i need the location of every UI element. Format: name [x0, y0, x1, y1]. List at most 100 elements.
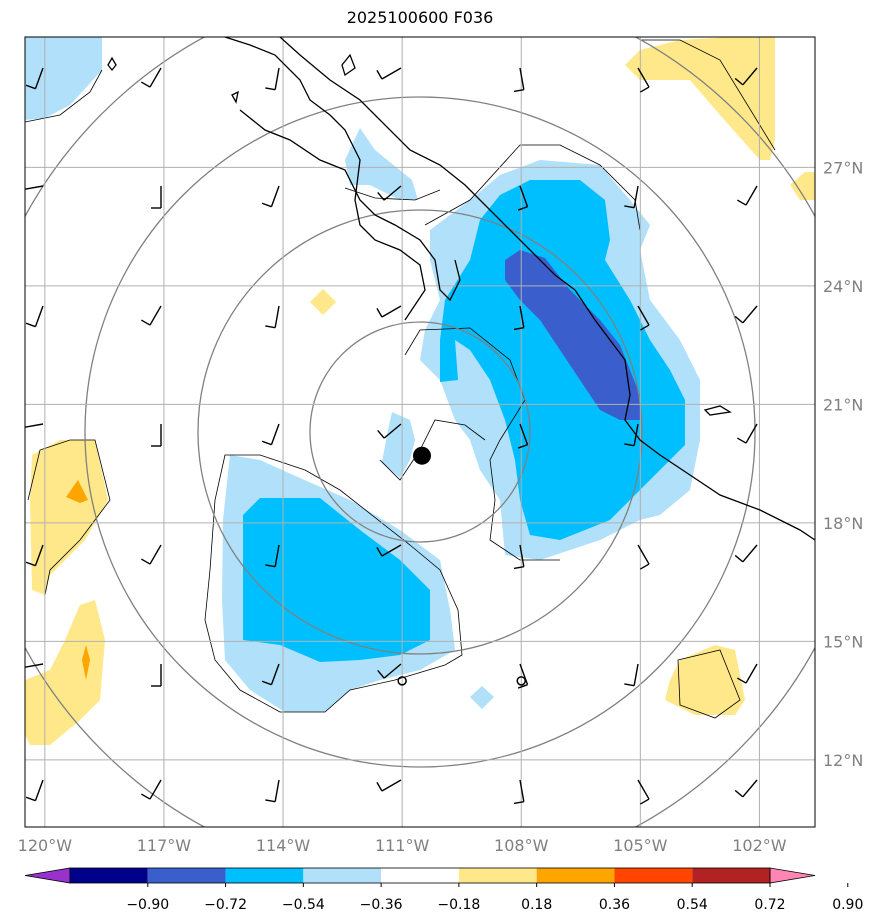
contour-mid-blue-east [440, 180, 685, 540]
wind-barb [376, 544, 402, 557]
wind-barb [734, 544, 758, 563]
colorbar-tick-label: −0.54 [282, 897, 325, 913]
wind-barb [140, 544, 162, 565]
lon-tick-label: 105°W [613, 836, 668, 855]
filled-contours [25, 37, 815, 745]
colorbar-segment [381, 868, 459, 883]
gridlines [25, 37, 815, 827]
wind-barb [376, 305, 402, 318]
colorbar-segment [614, 868, 693, 883]
wind-barb [140, 779, 162, 800]
longitude-labels: 120°W 117°W 114°W 111°W 108°W 105°W 102°W [18, 836, 787, 855]
coastline-nw-isle [107, 56, 117, 72]
wind-barb [265, 779, 280, 803]
wind-barb [25, 185, 44, 190]
colorbar-segment [70, 868, 148, 883]
wind-barb [513, 67, 525, 93]
wind-barb [25, 305, 44, 328]
colorbar-tick-label: −0.36 [360, 897, 403, 913]
colorbar-tick-label: 0.18 [521, 897, 552, 913]
wind-barb [517, 185, 529, 211]
lat-tick-label: 21°N [823, 395, 863, 414]
wind-barb [25, 67, 44, 90]
contour-light-blue-center [382, 412, 415, 478]
wind-barb [513, 544, 525, 570]
contour-mid-blue-sw [243, 498, 430, 662]
coastline-baja-west [224, 37, 426, 321]
contour-light-blue-small [470, 686, 494, 709]
coastline [107, 37, 815, 541]
wind-barb [140, 305, 162, 326]
wind-barbs [25, 67, 758, 805]
wind-barb [517, 423, 529, 449]
wind-barb [637, 67, 650, 93]
lat-tick-label: 24°N [823, 277, 863, 296]
wind-barb [736, 423, 758, 444]
markers [397, 446, 526, 686]
contour-yellow-se [665, 645, 745, 715]
wind-barb [265, 305, 280, 329]
lon-tick-label: 102°W [732, 836, 787, 855]
colorbar-extend-low [24, 867, 71, 884]
wind-barb [265, 544, 280, 568]
station-marker [516, 676, 526, 686]
lat-tick-label: 27°N [823, 158, 863, 177]
lat-tick-label: 15°N [823, 632, 863, 651]
latitude-labels: 27°N 24°N 21°N 18°N 15°N 12°N [823, 158, 863, 770]
wind-barb [637, 779, 650, 805]
colorbar-segment [692, 868, 770, 883]
colorbar-tick-label: −0.72 [204, 897, 247, 913]
wind-barb [377, 423, 402, 439]
contour-dark-blue [505, 250, 640, 420]
wind-barb [517, 663, 529, 689]
colorbar-tick-label: −0.90 [126, 897, 169, 913]
wind-barb [637, 544, 650, 570]
wind-barb [377, 663, 402, 679]
coastline-isle-1 [341, 53, 356, 77]
station-marker [397, 676, 407, 686]
wind-barb [261, 185, 280, 208]
lon-tick-label: 114°W [256, 836, 311, 855]
wind-barb [25, 544, 44, 567]
coastline-isle-2 [231, 90, 239, 104]
wind-barb [151, 664, 162, 687]
wind-barb [376, 67, 402, 80]
coastline-baja-east [239, 109, 461, 302]
wind-barb [734, 67, 758, 86]
colorbar-tick-label: 0.54 [677, 897, 708, 913]
map-frame [24, 36, 816, 828]
contour-yellow-sw [25, 600, 105, 745]
colorbar-segment [303, 868, 382, 883]
lat-tick-label: 12°N [823, 751, 863, 770]
contour-yellow-ne [625, 37, 775, 160]
colorbar-segment [147, 868, 226, 883]
wind-barb [624, 663, 639, 687]
coastline-mainland [279, 37, 815, 541]
contour-orange-w [66, 480, 88, 503]
colorbar-tick-label: 0.36 [599, 897, 630, 913]
wind-barb [513, 779, 525, 805]
wind-barb [734, 305, 758, 324]
wind-barb [25, 779, 44, 802]
wind-barb [736, 663, 758, 684]
chart-title: 2025100600 F036 [346, 8, 494, 27]
wind-barb [140, 67, 162, 88]
lon-tick-label: 117°W [137, 836, 192, 855]
wind-barb [736, 185, 758, 206]
colorbar-tick-label: 0.72 [754, 897, 785, 913]
wind-barb [261, 423, 280, 446]
storm-center-marker [412, 446, 431, 465]
wind-barb [513, 305, 525, 331]
colorbar-segment [536, 868, 615, 883]
colorbar-segment [458, 868, 537, 883]
lat-tick-label: 18°N [823, 514, 863, 533]
wind-barb [624, 185, 639, 209]
coastline-isle-3 [703, 405, 732, 416]
wind-barb [376, 779, 402, 792]
wind-barb [151, 424, 162, 447]
colorbar-extend-high [769, 867, 816, 884]
lon-tick-label: 120°W [18, 836, 73, 855]
contour-orange-sw [82, 645, 90, 680]
colorbar-segment [225, 868, 304, 883]
